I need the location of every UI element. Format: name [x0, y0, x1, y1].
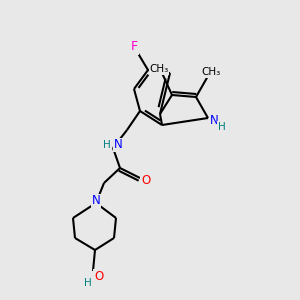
Text: O: O — [141, 173, 151, 187]
Text: CH₃: CH₃ — [149, 64, 169, 74]
Text: O: O — [94, 269, 103, 283]
Text: H: H — [218, 122, 226, 132]
Text: H: H — [84, 278, 92, 288]
Text: N: N — [114, 139, 122, 152]
Text: N: N — [92, 194, 100, 208]
Text: F: F — [130, 40, 138, 53]
Text: CH₃: CH₃ — [201, 67, 220, 77]
Text: H: H — [103, 140, 111, 150]
Text: N: N — [210, 113, 218, 127]
